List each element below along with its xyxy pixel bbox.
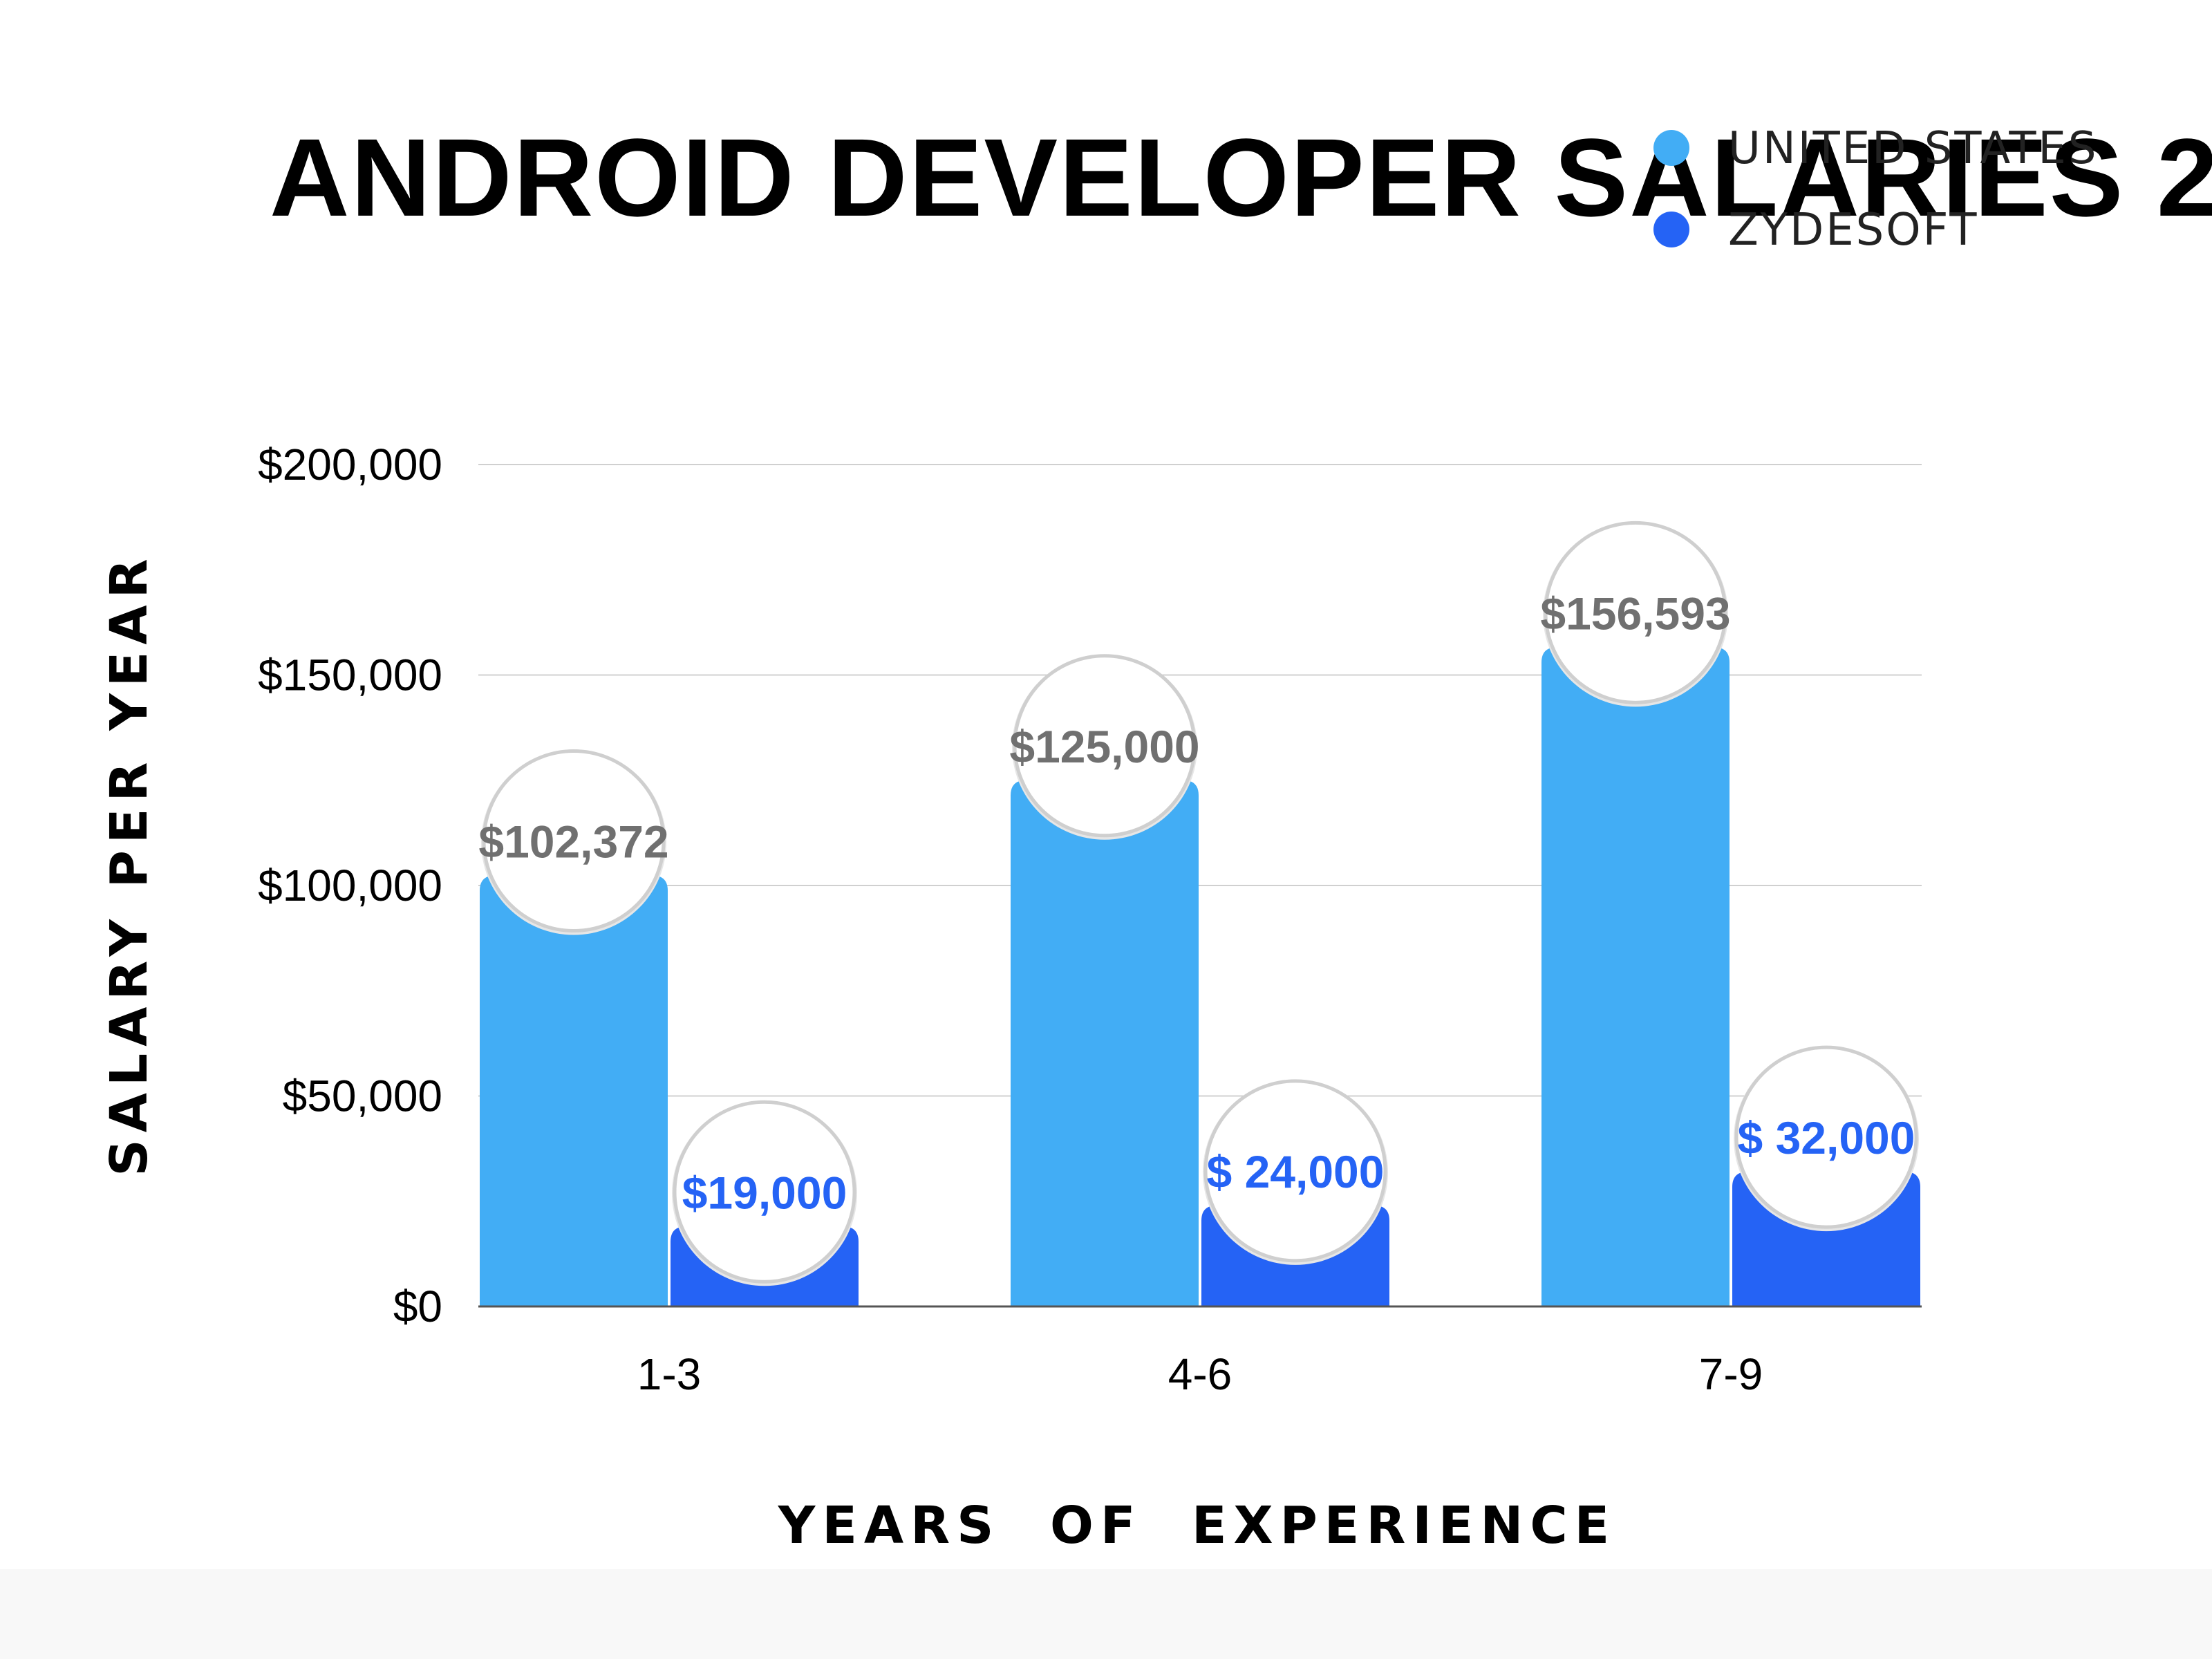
y-axis-title: SALARY PER YEAR bbox=[100, 552, 159, 1176]
x-tick-label: 7-9 bbox=[1699, 1349, 1763, 1399]
data-label: $125,000 bbox=[1009, 721, 1199, 772]
data-label-bubble: $ 24,000 bbox=[1203, 1079, 1388, 1265]
y-tick-label: $150,000 bbox=[258, 650, 442, 700]
data-labels: $102,372 $19,000 $125,000 $ 24,000 $156,593 $… bbox=[478, 521, 1919, 1286]
data-label-bubble-circle bbox=[1734, 1045, 1918, 1229]
x-axis-ticks: 1-3 4-6 7-9 bbox=[637, 1349, 1763, 1399]
chart-title: ANDROID DEVELOPER SALARIES 2023 bbox=[270, 115, 2212, 239]
legend-label-united-states: UNITED STATES bbox=[1728, 123, 2098, 174]
data-label: $156,593 bbox=[1540, 588, 1730, 639]
y-tick-label: $100,000 bbox=[258, 861, 442, 910]
data-label-bubble: $ 32,000 bbox=[1734, 1045, 1919, 1232]
bar-united-states-1-3 bbox=[480, 875, 668, 1306]
legend-swatch-zydesoft bbox=[1653, 212, 1689, 247]
y-tick-label: $200,000 bbox=[258, 440, 442, 489]
data-label-bubble: $102,372 bbox=[478, 749, 669, 935]
legend-label-zydesoft: ZYDESOFT bbox=[1728, 205, 1978, 256]
x-tick-label: 4-6 bbox=[1168, 1349, 1232, 1399]
y-axis-ticks: $0 $50,000 $100,000 $150,000 $200,000 bbox=[258, 440, 442, 1331]
x-axis-title: YEARS OF EXPERIENCE bbox=[778, 1496, 1616, 1555]
legend: UNITED STATES ZYDESOFT bbox=[1653, 123, 2098, 256]
data-label-bubble-circle bbox=[482, 749, 666, 933]
bar-united-states-7-9 bbox=[1541, 647, 1730, 1306]
data-label: $19,000 bbox=[682, 1167, 847, 1218]
data-label-bubble-circle bbox=[1203, 1079, 1387, 1263]
data-label-bubble: $19,000 bbox=[672, 1100, 857, 1286]
data-label-bubble-circle bbox=[1544, 521, 1727, 704]
data-label-bubble: $156,593 bbox=[1540, 521, 1731, 707]
data-label-bubble: $125,000 bbox=[1009, 654, 1200, 840]
bar-united-states-4-6 bbox=[1011, 780, 1199, 1306]
data-label: $102,372 bbox=[478, 816, 668, 868]
data-label-bubble-circle bbox=[673, 1100, 856, 1284]
y-tick-label: $0 bbox=[393, 1282, 442, 1331]
x-tick-label: 1-3 bbox=[637, 1349, 702, 1399]
data-label-bubble-circle bbox=[1013, 654, 1197, 838]
legend-swatch-united-states bbox=[1653, 130, 1689, 166]
data-label: $ 24,000 bbox=[1207, 1146, 1385, 1197]
data-label: $ 32,000 bbox=[1738, 1112, 1915, 1163]
y-tick-label: $50,000 bbox=[283, 1071, 442, 1121]
footer-band bbox=[0, 1569, 2212, 1659]
